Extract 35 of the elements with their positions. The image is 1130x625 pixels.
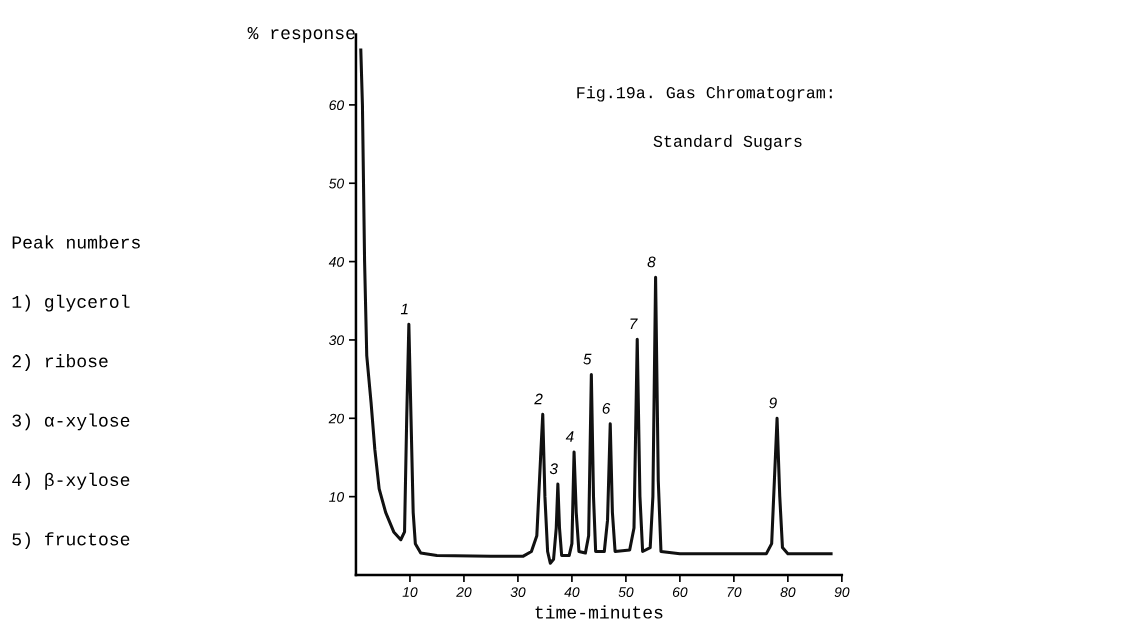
- x-tick-label: 70: [727, 587, 742, 598]
- x-tick-label: 60: [672, 587, 688, 598]
- y-tick-label: 20: [328, 413, 345, 424]
- x-tick-label: 10: [402, 587, 418, 598]
- y-tick-label: 50: [329, 178, 345, 189]
- line-series: [359, 48, 833, 565]
- annotation: 3: [549, 463, 558, 475]
- annotation: 2: [534, 393, 543, 405]
- annotation: 1: [400, 303, 408, 315]
- annotation: 6: [602, 403, 611, 414]
- y-axis-title: % response: [247, 27, 355, 43]
- x-tick-label: 30: [510, 587, 526, 598]
- text: Standard Sugars: [653, 134, 802, 151]
- annotation: 7: [630, 318, 638, 330]
- y-tick-label: 60: [329, 100, 345, 111]
- annotation: 9: [769, 397, 777, 409]
- text: 2) ribose: [12, 354, 108, 371]
- y-tick-label: 40: [328, 256, 345, 267]
- annotation: 5: [583, 353, 592, 365]
- x-tick-label: 90: [834, 587, 850, 598]
- x-tick-label: 40: [564, 587, 580, 598]
- y-tick-label: 30: [329, 335, 345, 346]
- y-tick-label: 10: [329, 491, 345, 502]
- text: 3) α-xylose: [12, 413, 130, 431]
- text: 5) fructose: [12, 532, 130, 550]
- x-tick-label: 50: [618, 587, 634, 598]
- text: Peak numbers: [12, 235, 140, 249]
- text: Fig.19a. Gas Chromatogram:: [577, 86, 832, 102]
- x-tick-label: 80: [780, 587, 796, 598]
- annotation: 4: [565, 431, 574, 442]
- x-axis-title: time-minutes: [535, 605, 663, 619]
- text: 4) β-xylose: [12, 472, 130, 490]
- annotation: 8: [647, 256, 656, 268]
- text: 1) glycerol: [12, 294, 130, 312]
- x-tick-label: 20: [456, 587, 472, 598]
